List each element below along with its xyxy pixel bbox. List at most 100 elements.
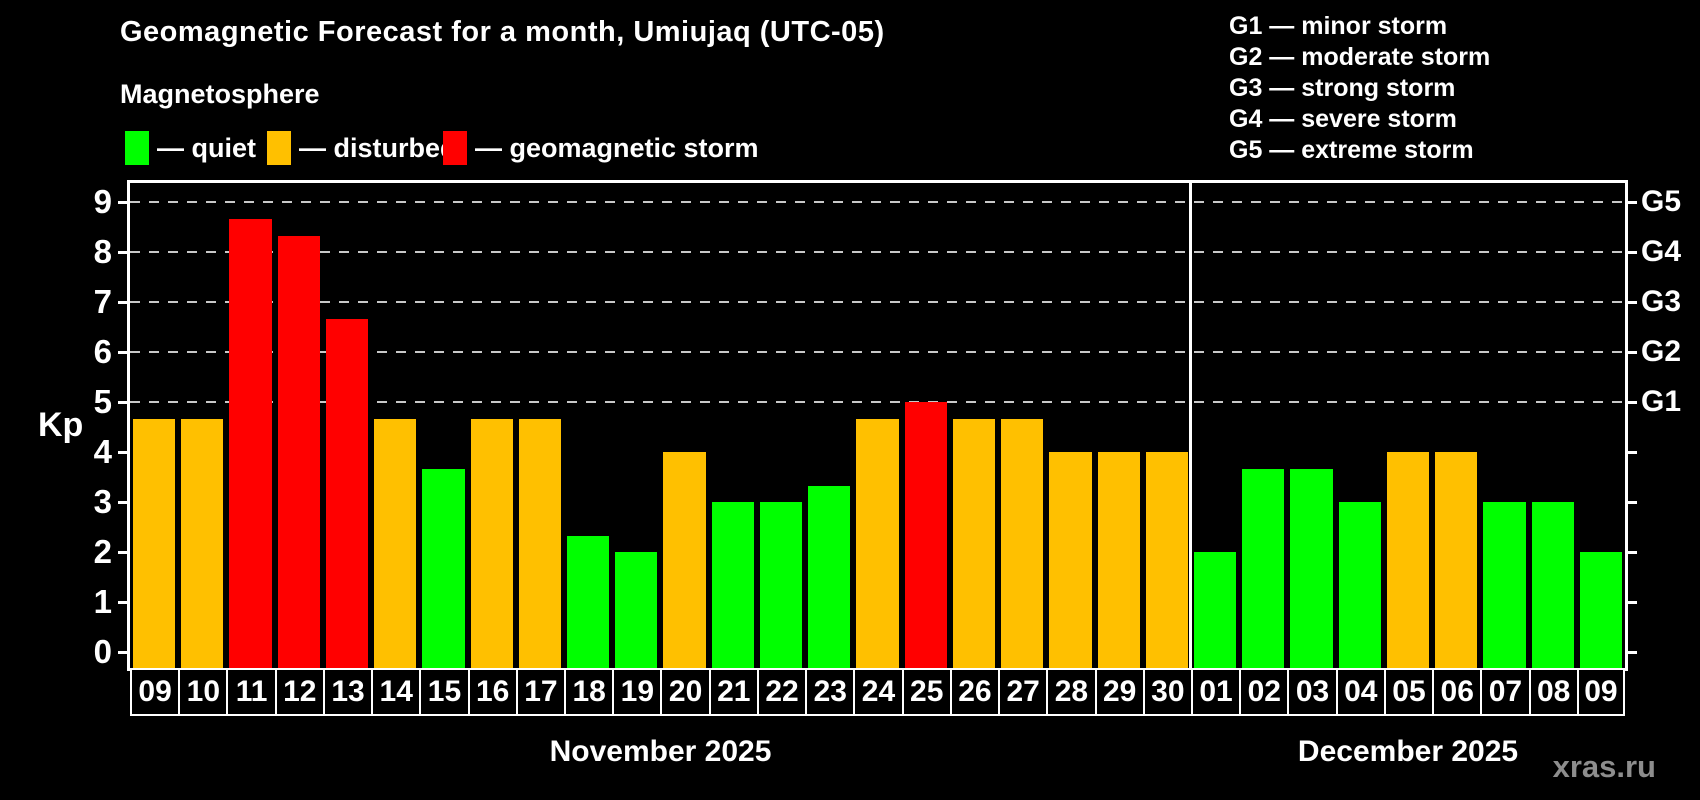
ytick-label-5: 5 — [93, 383, 112, 420]
g5-legend-line: G5 — extreme storm — [1229, 136, 1474, 164]
left-tick-3 — [118, 500, 127, 504]
ytick-label-9: 9 — [93, 183, 112, 220]
kp-bar-day-27 — [1001, 418, 1044, 668]
kp-bar-day-02 — [1242, 468, 1285, 668]
right-axis-label-g3: G3 — [1641, 285, 1682, 318]
kp-bar-day-16 — [470, 418, 513, 668]
ytick-label-8: 8 — [93, 233, 112, 270]
kp-bar-day-30 — [1145, 452, 1188, 668]
g1-legend-line: G1 — minor storm — [1229, 12, 1448, 40]
right-axis-label-g4: G4 — [1641, 235, 1682, 268]
g-scale-legend: G1 — minor storm G2 — moderate storm G3 … — [1229, 11, 1490, 166]
day-label-05: 05 — [1383, 668, 1435, 716]
kp-bar-day-15 — [422, 468, 465, 668]
right-tick-4 — [1628, 450, 1637, 454]
right-axis-label-g2: G2 — [1641, 335, 1682, 368]
right-tick-2 — [1628, 550, 1637, 554]
kp-bar-day-28 — [1049, 452, 1092, 668]
kp-bar-day-09 — [133, 418, 176, 668]
ytick-label-0: 0 — [93, 633, 112, 670]
left-tick-9 — [118, 200, 127, 204]
left-tick-1 — [118, 600, 127, 604]
disturbed-legend-label: — disturbed — [299, 133, 457, 163]
day-label-row: 09 10 11 12 13 14 15 16 17 18 19 20 21 22 23 24 25 26 27 28… — [130, 668, 1625, 716]
day-label-11: 11 — [226, 668, 277, 716]
left-tick-7 — [118, 300, 127, 304]
day-label-13: 13 — [322, 668, 374, 716]
kp-bar-day-06 — [1435, 452, 1478, 668]
chart-subtitle: Magnetosphere — [120, 79, 320, 109]
ytick-label-7: 7 — [93, 283, 112, 320]
kp-bar-day-21 — [711, 502, 754, 668]
y-axis-label: Kp — [38, 406, 84, 444]
day-label-17: 17 — [515, 668, 567, 716]
kp-bar-day-07 — [1483, 502, 1526, 668]
kp-bar-day-20 — [663, 452, 706, 668]
kp-bar-day-08 — [1531, 502, 1574, 668]
kp-bar-day-17 — [518, 418, 562, 668]
right-axis-label-g1: G1 — [1641, 385, 1682, 418]
left-tick-0 — [118, 650, 127, 654]
day-label-24: 24 — [853, 668, 904, 716]
right-tick-6 — [1628, 350, 1637, 354]
ytick-label-2: 2 — [93, 533, 112, 570]
g2-legend-line: G2 — moderate storm — [1229, 43, 1491, 71]
kp-bar-day-18 — [567, 535, 610, 668]
month-label-november: November 2025 — [549, 735, 772, 768]
kp-bar-day-19 — [615, 552, 658, 668]
left-tick-2 — [118, 550, 127, 554]
g3-legend-line: G3 — strong storm — [1229, 74, 1456, 102]
day-label-23: 23 — [805, 668, 856, 716]
day-label-20: 20 — [660, 668, 711, 716]
right-tick-7 — [1628, 300, 1637, 304]
day-label-25: 25 — [901, 668, 952, 716]
day-label-04: 04 — [1335, 668, 1386, 716]
day-label-27: 27 — [998, 668, 1049, 716]
kp-bar-day-05 — [1386, 452, 1430, 668]
ytick-label-6: 6 — [93, 333, 112, 370]
kp-bar-day-13 — [325, 318, 369, 668]
day-label-12: 12 — [274, 668, 325, 716]
right-tick-5 — [1628, 400, 1637, 404]
day-label-07: 07 — [1480, 668, 1531, 716]
right-tick-9 — [1628, 200, 1637, 204]
day-label-19: 19 — [612, 668, 663, 716]
day-label-06: 06 — [1432, 668, 1483, 716]
gridline-kp6 — [130, 351, 1625, 353]
day-label-29: 29 — [1094, 668, 1145, 716]
day-label-30: 30 — [1142, 668, 1193, 716]
gridline-kp8 — [130, 251, 1625, 253]
left-tick-8 — [118, 250, 127, 254]
left-tick-4 — [118, 450, 127, 454]
right-tick-1 — [1628, 600, 1637, 604]
day-label-09: 09 — [1576, 668, 1625, 716]
gridline-kp7 — [130, 301, 1625, 303]
storm-legend-label: — geomagnetic storm — [475, 133, 759, 163]
kp-bar-day-24 — [856, 418, 899, 668]
chart-title: Geomagnetic Forecast for a month, Umiuja… — [120, 16, 885, 48]
right-tick-3 — [1628, 500, 1637, 504]
right-tick-8 — [1628, 250, 1637, 254]
kp-bar-day-09 — [1579, 552, 1622, 668]
ytick-label-3: 3 — [93, 483, 112, 520]
month-label-december: December 2025 — [1297, 735, 1519, 768]
quiet-legend-label: — quiet — [157, 133, 256, 163]
kp-bar-day-04 — [1338, 502, 1381, 668]
day-label-16: 16 — [467, 668, 518, 716]
day-label-15: 15 — [419, 668, 470, 716]
kp-bar-day-23 — [808, 485, 851, 668]
day-label-22: 22 — [756, 668, 808, 716]
ytick-label-1: 1 — [93, 583, 112, 620]
day-label-21: 21 — [708, 668, 759, 716]
right-axis-label-g5: G5 — [1641, 185, 1682, 218]
day-label-03: 03 — [1287, 668, 1338, 716]
disturbed-legend-swatch — [267, 131, 291, 165]
day-label-09: 09 — [130, 668, 181, 716]
right-tick-0 — [1628, 650, 1637, 654]
plot-area: 0 1 2 3 4 5 6 7 8 9 G1 G2 G3 G4 G5 — [94, 180, 1681, 671]
g4-legend-line: G4 — severe storm — [1229, 105, 1457, 133]
day-label-02: 02 — [1239, 668, 1290, 716]
day-label-10: 10 — [178, 668, 229, 716]
month-separator — [1189, 183, 1193, 668]
